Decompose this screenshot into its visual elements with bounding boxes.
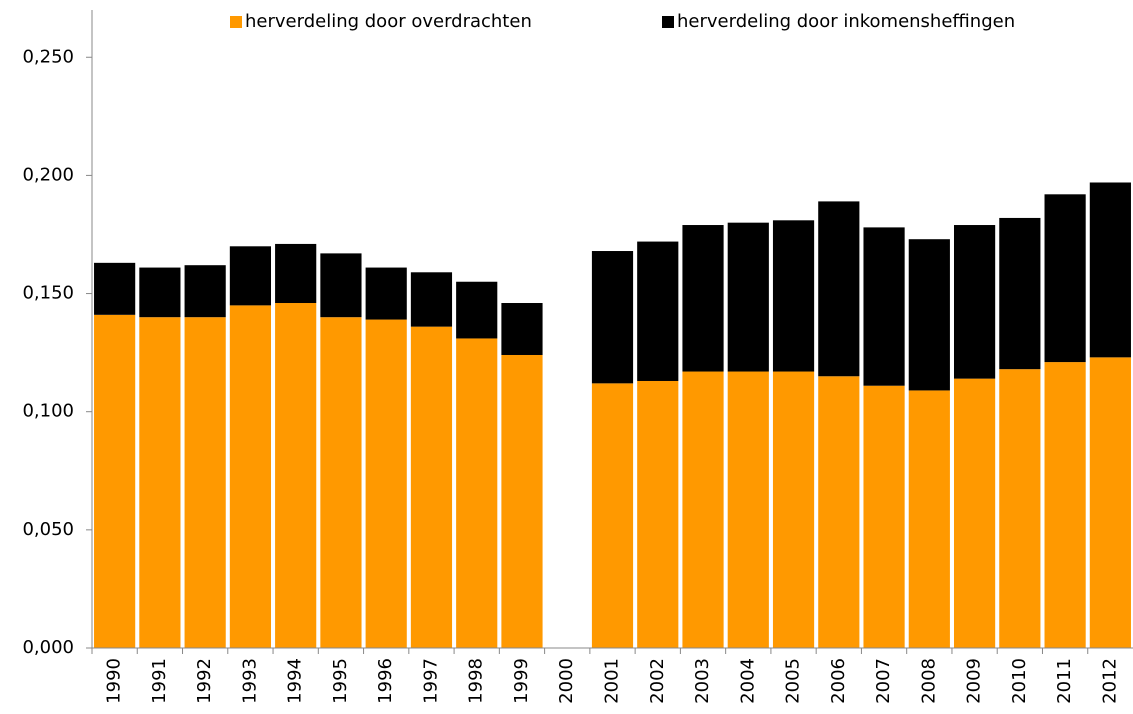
x-tick-label: 1993 (239, 658, 260, 704)
bar-segment (818, 201, 860, 377)
bar-segment (637, 241, 679, 381)
bar-segment (365, 267, 407, 320)
bar-segment (999, 217, 1041, 370)
y-tick-label: 0,050 (22, 519, 74, 540)
x-tick-label: 2009 (964, 658, 985, 704)
bar-segment (275, 243, 317, 304)
x-tick-label: 2003 (692, 658, 713, 704)
bar-segment (591, 251, 634, 384)
bar-segment (320, 253, 362, 318)
x-tick-label: 1992 (194, 658, 215, 704)
x-tick-label: 1998 (466, 658, 487, 704)
x-tick-label: 2010 (1009, 658, 1030, 704)
bar-segment (184, 317, 226, 648)
y-tick-label: 0,100 (22, 401, 74, 422)
bar-segment (818, 376, 860, 648)
x-tick-label: 2007 (873, 658, 894, 704)
x-tick-label: 1996 (375, 658, 396, 704)
bar-segment (501, 303, 543, 355)
bar-segment (410, 272, 453, 327)
bar-segment (1044, 362, 1086, 648)
x-tick-label: 2011 (1054, 658, 1075, 704)
y-tick-label: 0,150 (22, 283, 74, 304)
y-tick-label: 0,000 (22, 637, 74, 658)
x-tick-label: 2006 (828, 658, 849, 704)
legend-swatch (230, 16, 242, 28)
legend-label: herverdeling door overdrachten (245, 11, 532, 32)
bar-segment (94, 314, 136, 648)
bar-segment (139, 267, 181, 318)
bar-segment (863, 385, 905, 648)
bar-segment (501, 354, 543, 648)
bar-segment (365, 319, 407, 648)
bar-segment (184, 265, 226, 318)
bar-segment (591, 383, 634, 648)
bar-segment (1044, 194, 1086, 363)
bar-segment (275, 303, 317, 648)
x-tick-label: 2005 (783, 658, 804, 704)
x-tick-label: 1995 (330, 658, 351, 704)
legend-label: herverdeling door inkomensheffingen (677, 11, 1015, 32)
bar-segment (772, 371, 815, 648)
bar-segment (139, 317, 181, 648)
bar-segment (908, 239, 950, 391)
bar-segment (682, 225, 724, 372)
bar-segment (999, 369, 1041, 648)
legend-swatch (662, 16, 674, 28)
bar-segment (772, 220, 815, 372)
bar-segment (1089, 182, 1131, 358)
x-tick-label: 1994 (285, 658, 306, 704)
bar-segment (908, 390, 950, 648)
bar-segment (320, 317, 362, 648)
bar-segment (637, 380, 679, 648)
bar-segment (863, 227, 905, 386)
bar-segment (410, 326, 453, 648)
x-tick-label: 1990 (104, 658, 125, 704)
bar-segment (682, 371, 724, 648)
bar-segment (456, 338, 498, 648)
bar-segment (953, 378, 996, 648)
x-tick-label: 2002 (647, 658, 668, 704)
x-tick-label: 2012 (1099, 658, 1120, 704)
x-tick-label: 1999 (511, 658, 532, 704)
x-tick-label: 2008 (918, 658, 939, 704)
bar-segment (229, 305, 272, 648)
bar-segment (229, 246, 272, 306)
x-tick-label: 2004 (737, 658, 758, 704)
bar-segment (94, 262, 136, 315)
x-tick-label: 2001 (602, 658, 623, 704)
bar-segment (1089, 357, 1131, 648)
x-tick-label: 2000 (556, 658, 577, 704)
bar-segment (456, 281, 498, 339)
bar-segment (727, 371, 769, 648)
x-tick-label: 1997 (420, 658, 441, 704)
y-tick-label: 0,200 (22, 164, 74, 185)
bar-segment (953, 225, 996, 379)
bar-segment (727, 222, 769, 372)
y-tick-label: 0,250 (22, 46, 74, 67)
x-tick-label: 1991 (149, 658, 170, 704)
